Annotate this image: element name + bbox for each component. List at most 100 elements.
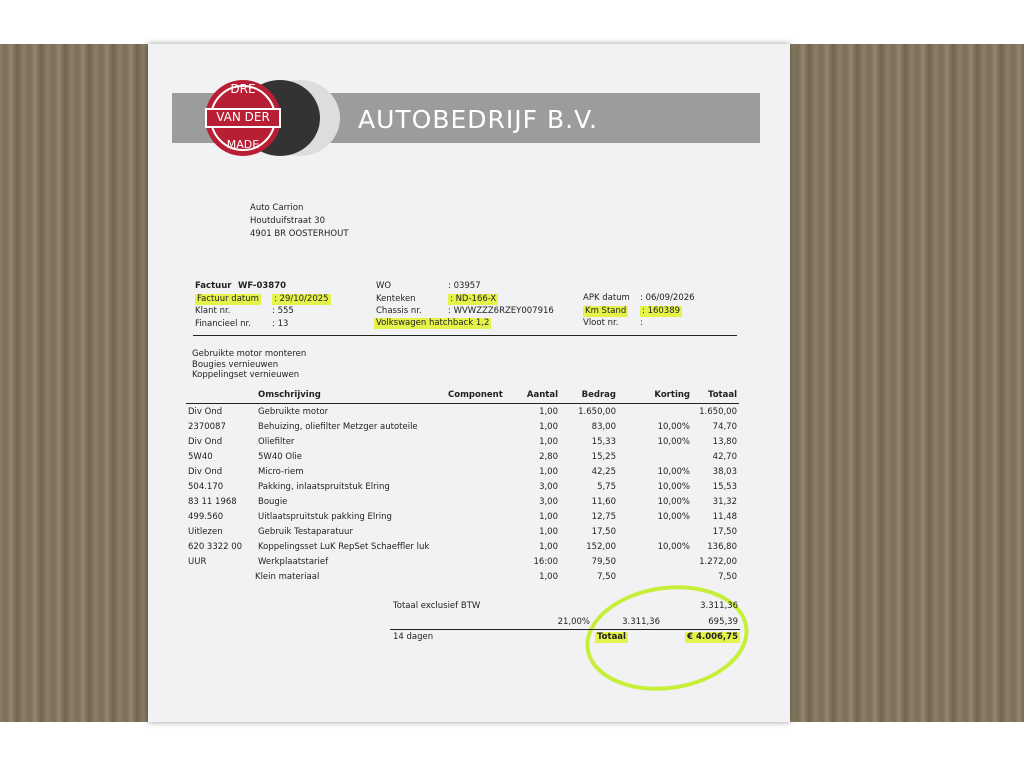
invoice-paper [148, 44, 790, 722]
item-omschrijving: Gebruikte motor [258, 407, 329, 417]
item-omschrijving: Koppelingsset LuK RepSet Schaeffler luk [258, 542, 430, 552]
item-totaal: 38,03 [712, 467, 737, 477]
item-totaal: 31,32 [712, 497, 737, 507]
column-header: Bedrag [581, 390, 616, 400]
logo-text: VAN DER [216, 110, 270, 124]
item-code: 5W40 [188, 452, 213, 462]
item-korting: 10,00% [657, 512, 690, 522]
item-bedrag: 11,60 [591, 497, 616, 507]
item-code: Div Ond [188, 467, 223, 477]
item-code: 620 3322 00 [188, 542, 243, 552]
rule [390, 629, 740, 630]
item-code: UUR [188, 557, 207, 567]
field-label: APK datum [583, 293, 630, 303]
item-bedrag: 1.650,00 [578, 407, 616, 417]
item-code: 504.170 [188, 482, 224, 492]
item-code: Div Ond [188, 437, 223, 447]
address-line: Auto Carrion [250, 203, 304, 213]
field-value: WF-03870 [238, 281, 287, 291]
field-label: Kenteken [376, 293, 416, 304]
item-omschrijving: Klein materiaal [255, 572, 320, 582]
item-code: 83 11 1968 [188, 497, 237, 507]
field-value: : [640, 318, 643, 328]
item-korting: 10,00% [657, 467, 690, 477]
field-label: Chassis nr. [376, 306, 422, 316]
item-code: 499.560 [188, 512, 224, 522]
item-aantal: 1,00 [539, 437, 558, 447]
item-bedrag: 15,33 [591, 437, 616, 447]
item-aantal: 1,00 [539, 407, 558, 417]
item-totaal: 1.272,00 [699, 557, 737, 567]
field-value: : ND-166-X [448, 293, 499, 305]
item-totaal: 74,70 [712, 422, 737, 432]
item-omschrijving: Uitlaatspruitstuk pakking Elring [258, 512, 392, 522]
item-omschrijving: Bougie [258, 497, 288, 507]
totals-label: Totaal exclusief BTW [393, 601, 481, 611]
field-value: : 160389 [640, 305, 683, 317]
item-aantal: 1,00 [539, 467, 558, 477]
column-header: Korting [654, 390, 690, 400]
field-label: Vloot nr. [583, 318, 619, 328]
field-value: : 06/09/2026 [640, 293, 695, 303]
item-omschrijving: Micro-riem [258, 467, 304, 477]
logo-text: MADE [226, 138, 260, 151]
work-line: Gebruikte motor monteren [192, 349, 307, 359]
item-bedrag: 12,75 [591, 512, 616, 522]
item-totaal: 1.650,00 [699, 407, 737, 417]
item-bedrag: 17,50 [591, 527, 616, 537]
btw-base: 3.311,36 [622, 617, 660, 627]
item-korting: 10,00% [657, 422, 690, 432]
item-aantal: 3,00 [539, 482, 558, 492]
item-code: Uitlezen [188, 527, 223, 537]
item-aantal: 2,80 [539, 452, 558, 462]
item-code: Div Ond [188, 407, 223, 417]
field-label: Km Stand [583, 305, 629, 317]
item-totaal: 136,80 [707, 542, 737, 552]
address-line: 4901 BR OOSTERHOUT [250, 229, 349, 239]
work-line: Koppelingset vernieuwen [192, 370, 300, 380]
item-omschrijving: Gebruik Testaparatuur [258, 527, 353, 537]
payment-terms: 14 dagen [393, 632, 434, 642]
field-label: WO [376, 281, 392, 291]
work-line: Bougies vernieuwen [192, 359, 279, 370]
item-totaal: 42,70 [712, 452, 737, 462]
column-header: Aantal [526, 390, 558, 400]
item-korting: 10,00% [657, 437, 690, 447]
item-totaal: 11,48 [712, 512, 737, 522]
field-value: : 29/10/2025 [272, 293, 331, 305]
field-value: : 13 [272, 318, 289, 329]
item-omschrijving: Behuizing, oliefilter Metzger autoteile [258, 422, 418, 432]
item-bedrag: 7,50 [597, 572, 616, 582]
field-value: : WVWZZZ6RZEY007916 [448, 306, 554, 316]
rule [186, 403, 739, 404]
field-value: : 03957 [448, 281, 481, 291]
btw-value: 695,39 [708, 617, 738, 627]
item-bedrag: 15,25 [591, 452, 616, 462]
company-name: AUTOBEDRIJF B.V. [358, 105, 598, 134]
field-value: : 555 [272, 306, 294, 316]
item-bedrag: 5,75 [597, 482, 616, 492]
item-aantal: 1,00 [539, 572, 558, 582]
item-bedrag: 79,50 [591, 557, 616, 567]
btw-rate: 21,00% [557, 617, 590, 627]
item-aantal: 3,00 [539, 497, 558, 507]
item-code: 2370087 [188, 422, 226, 432]
item-totaal: 15,53 [712, 482, 737, 492]
logo-text: DRE [230, 82, 256, 96]
column-header: Omschrijving [258, 390, 321, 400]
vehicle: Volkswagen hatchback 1,2 [374, 318, 492, 329]
item-korting: 10,00% [657, 482, 690, 492]
field-label: Financieel nr. [195, 318, 251, 329]
total-value: € 4.006,75 [685, 632, 740, 643]
item-omschrijving: Oliefilter [258, 437, 295, 447]
item-omschrijving: 5W40 Olie [258, 452, 302, 462]
total-label: Totaal [595, 632, 628, 643]
totals-value: 3.311,36 [700, 601, 738, 611]
item-totaal: 17,50 [712, 527, 737, 537]
item-aantal: 16:00 [533, 557, 559, 567]
item-aantal: 1,00 [539, 542, 558, 552]
address-line: Houtduifstraat 30 [250, 216, 325, 226]
item-totaal: 7,50 [718, 572, 737, 582]
rule [193, 335, 737, 336]
